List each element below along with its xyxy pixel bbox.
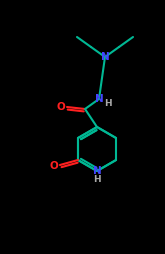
Text: N: N xyxy=(93,165,101,175)
Text: O: O xyxy=(57,102,65,112)
Text: H: H xyxy=(104,98,112,107)
Text: N: N xyxy=(101,52,109,62)
Text: H: H xyxy=(93,175,101,184)
Text: N: N xyxy=(95,94,103,104)
Text: O: O xyxy=(50,160,58,170)
